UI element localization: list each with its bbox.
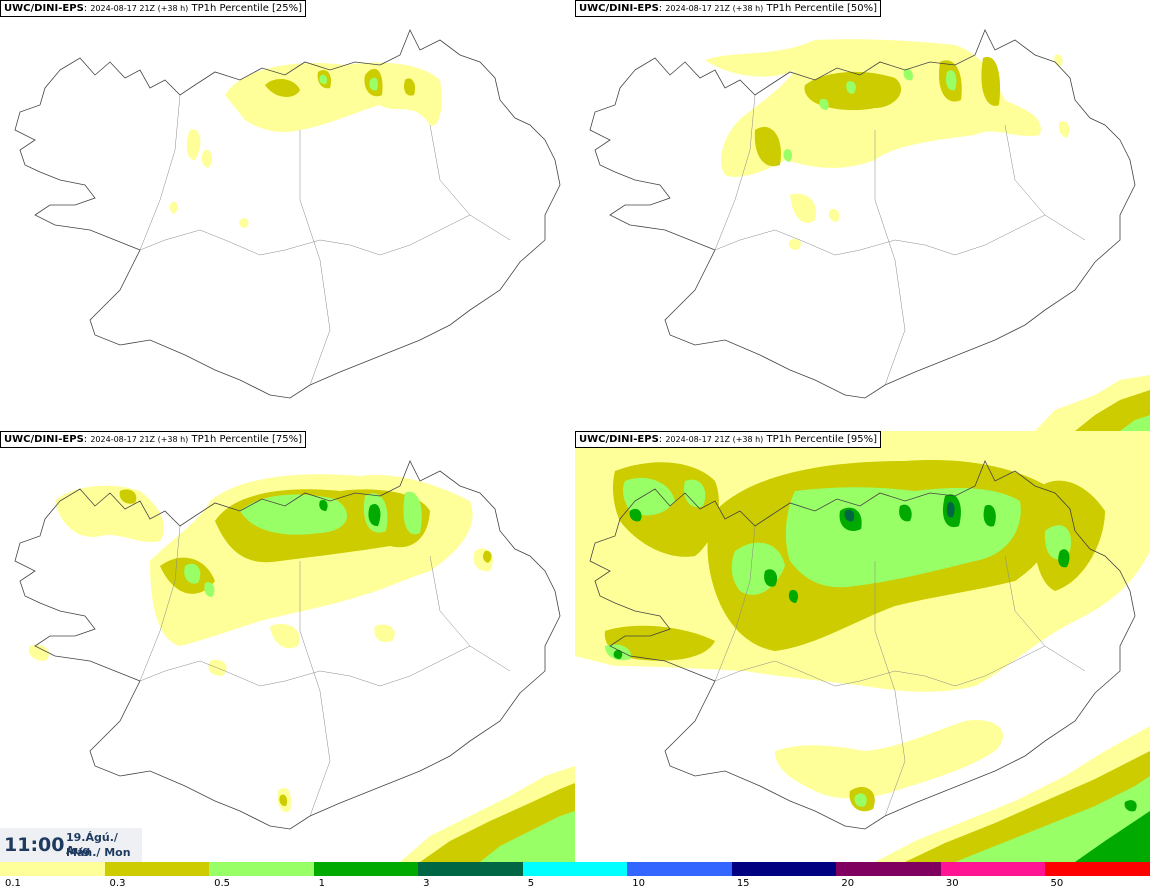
iceland-map [14, 29, 561, 399]
legend-swatch [209, 862, 315, 876]
panel-title: UWC/DINI-EPS: 2024-08-17 21Z (+38 h) TP1… [575, 0, 882, 17]
legend-label: 3 [423, 878, 430, 889]
legend-label: 50 [1050, 878, 1064, 889]
iceland-coastline [14, 460, 561, 830]
map-panel-p75: UWC/DINI-EPS: 2024-08-17 21Z (+38 h) TP1… [0, 431, 575, 862]
model-name: UWC/DINI-EPS [4, 434, 84, 445]
product-name: TP1h Percentile [50%] [766, 3, 878, 14]
panel-title: UWC/DINI-EPS: 2024-08-17 21Z (+38 h) TP1… [575, 431, 882, 448]
legend-swatch [313, 862, 419, 876]
valid-date: 19.Ágú./ Aug [66, 831, 118, 857]
valid-time-box: 11:00 19.Ágú./ Aug Mán./ Mon [0, 828, 142, 862]
map-panel-p50: UWC/DINI-EPS: 2024-08-17 21Z (+38 h) TP1… [575, 0, 1150, 431]
product-name: TP1h Percentile [95%] [766, 434, 878, 445]
iceland-map [575, 431, 1150, 862]
legend-label: 30 [945, 878, 959, 889]
map-panel-p95: UWC/DINI-EPS: 2024-08-17 21Z (+38 h) TP1… [575, 431, 1150, 862]
precipitation-fill [575, 431, 1150, 862]
product-name: TP1h Percentile [25%] [191, 3, 303, 14]
legend-swatch [418, 862, 524, 876]
iceland-coastline [14, 29, 561, 399]
map-panel-p25: UWC/DINI-EPS: 2024-08-17 21Z (+38 h) TP1… [0, 0, 575, 431]
precipitation-fill [169, 62, 442, 228]
iceland-map [589, 29, 1150, 431]
legend-swatch [940, 862, 1046, 876]
valid-time: 11:00 [4, 834, 65, 856]
legend-swatch [104, 862, 210, 876]
legend-label: 0.1 [5, 878, 21, 889]
legend-label: 10 [632, 878, 645, 889]
panel-title: UWC/DINI-EPS: 2024-08-17 21Z (+38 h) TP1… [0, 431, 307, 448]
legend-label: 0.3 [109, 878, 126, 889]
legend-swatch [0, 862, 105, 876]
panel-title: UWC/DINI-EPS: 2024-08-17 21Z (+38 h) TP1… [0, 0, 307, 17]
precipitation-fill [705, 39, 1150, 431]
legend-swatch [627, 862, 733, 876]
model-name: UWC/DINI-EPS [579, 434, 659, 445]
legend-swatch [731, 862, 837, 876]
legend-label: 20 [841, 878, 855, 889]
legend-label: 5 [527, 878, 535, 889]
model-name: UWC/DINI-EPS [579, 3, 659, 14]
run-time: 2024-08-17 21Z (+38 h) [90, 4, 189, 13]
run-time: 2024-08-17 21Z (+38 h) [665, 435, 764, 444]
iceland-coastline [589, 29, 1136, 399]
legend-swatch [836, 862, 942, 876]
precipitation-fill [28, 474, 575, 862]
legend-label: 1 [318, 878, 325, 889]
legend-swatch [1045, 862, 1150, 876]
legend-label: 15 [736, 878, 750, 889]
product-name: TP1h Percentile [75%] [191, 434, 303, 445]
valid-day: Mán./ Mon [66, 846, 131, 859]
legend-swatch [522, 862, 628, 876]
model-name: UWC/DINI-EPS [4, 3, 84, 14]
run-time: 2024-08-17 21Z (+38 h) [90, 435, 189, 444]
legend-label: 0.5 [214, 878, 230, 889]
color-legend: 0.1 0.3 0.5 1 3 5 10 15 20 30 50 [0, 862, 1150, 891]
run-time: 2024-08-17 21Z (+38 h) [665, 4, 764, 13]
iceland-coastline [589, 460, 1136, 830]
iceland-map [14, 460, 575, 862]
